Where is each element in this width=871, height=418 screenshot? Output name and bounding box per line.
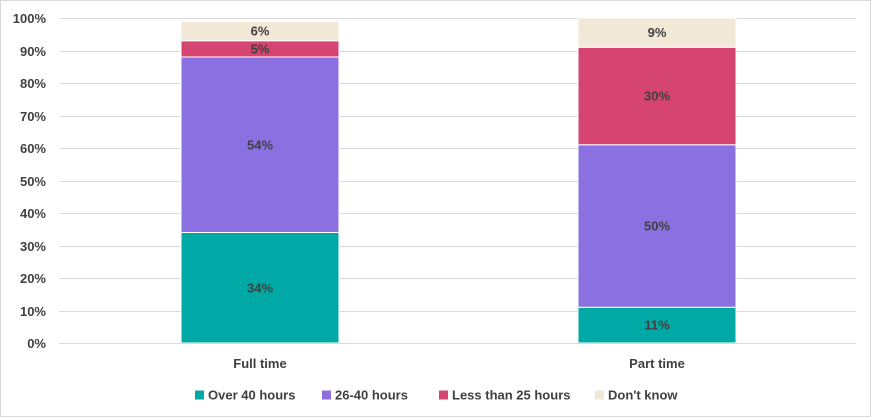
bar-full-time-26-40-hours bbox=[180, 56, 340, 233]
x-tick-label: Full time bbox=[233, 356, 286, 371]
legend-label: Over 40 hours bbox=[208, 388, 295, 403]
data-label: 9% bbox=[648, 25, 667, 40]
x-axis: Full time Part time bbox=[59, 343, 856, 371]
y-tick-label: 30% bbox=[20, 239, 46, 254]
data-label: 30% bbox=[644, 89, 670, 104]
y-tick-label: 60% bbox=[20, 141, 46, 156]
bar-part-time-26-40-hours bbox=[577, 144, 737, 308]
data-label: 50% bbox=[644, 219, 670, 234]
legend-swatch bbox=[195, 390, 204, 400]
y-tick-label: 50% bbox=[20, 174, 46, 189]
legend-swatch bbox=[322, 390, 331, 400]
y-tick-label: 10% bbox=[20, 304, 46, 319]
legend-label: Less than 25 hours bbox=[452, 388, 570, 403]
legend-swatch bbox=[439, 390, 448, 400]
legend: Over 40 hours 26-40 hours Less than 25 hou… bbox=[195, 388, 678, 403]
data-label: 54% bbox=[247, 137, 273, 152]
x-tick-label: Part time bbox=[629, 356, 685, 371]
y-tick-label: 40% bbox=[20, 206, 46, 221]
legend-swatch bbox=[595, 390, 604, 400]
bar-part-time-less-than-25-hours bbox=[577, 46, 737, 146]
bar-part-time-don-t-know bbox=[577, 17, 737, 48]
bar-full-time-don-t-know bbox=[180, 20, 340, 42]
data-label: 34% bbox=[247, 280, 273, 295]
legend-item-don-t-know: Don't know bbox=[595, 388, 678, 403]
legend-item-over-40-hours: Over 40 hours bbox=[195, 388, 295, 403]
data-label: 6% bbox=[251, 24, 270, 39]
bars: 34% 54% 5% 6% 11% 50% 30% 9% bbox=[180, 17, 737, 344]
bar-full-time-over-40-hours bbox=[180, 232, 340, 344]
y-tick-label: 90% bbox=[20, 44, 46, 59]
data-label: 5% bbox=[251, 41, 270, 56]
legend-item-less-than-25-hours: Less than 25 hours bbox=[439, 388, 570, 403]
y-tick-label: 20% bbox=[20, 271, 46, 286]
y-tick-label: 0% bbox=[27, 336, 46, 351]
y-tick-label: 80% bbox=[20, 76, 46, 91]
data-label: 11% bbox=[644, 318, 670, 333]
legend-label: 26-40 hours bbox=[335, 388, 408, 403]
y-tick-label: 100% bbox=[13, 11, 47, 26]
legend-item-26-40-hours: 26-40 hours bbox=[322, 388, 408, 403]
bar-part-time-over-40-hours bbox=[577, 306, 737, 344]
y-axis: 0% 10% 20% 30% 40% 50% 60% 70% 80% 90% 100% bbox=[13, 11, 47, 351]
legend-label: Don't know bbox=[608, 388, 678, 403]
y-tick-label: 70% bbox=[20, 109, 46, 124]
